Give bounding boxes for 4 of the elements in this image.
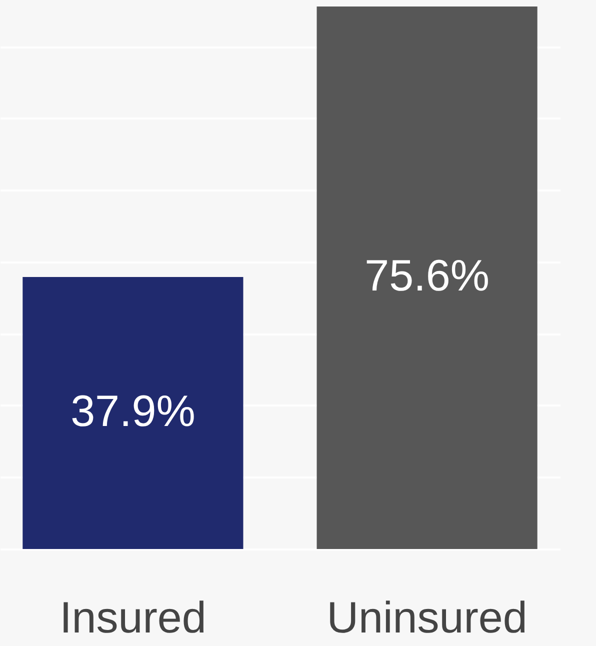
x-tick-label: Uninsured — [326, 594, 528, 642]
x-tick-label: Insured — [60, 594, 206, 642]
data-label: 75.6% — [364, 252, 490, 301]
data-label: 37.9% — [70, 387, 196, 436]
